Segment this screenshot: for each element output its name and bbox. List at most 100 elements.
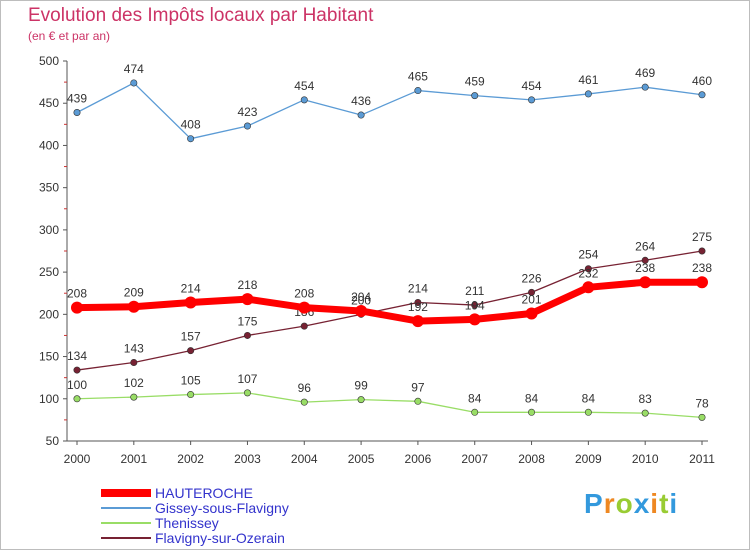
x-tick-label: 2003	[234, 452, 261, 466]
data-label-flavigny-sur-ozerain: 134	[67, 349, 87, 363]
data-point-gissey-sous-flavigny	[584, 90, 592, 98]
data-label-flavigny-sur-ozerain: 157	[181, 330, 201, 344]
data-point-thenissey	[243, 389, 251, 397]
data-point-thenissey	[73, 395, 81, 403]
data-point-gissey-sous-flavigny	[300, 96, 308, 104]
y-tick-label: 350	[39, 181, 59, 195]
data-point-hauteroche	[525, 307, 538, 320]
data-label-hauteroche: 238	[635, 261, 655, 275]
x-tick-label: 2002	[177, 452, 204, 466]
data-label-thenissey: 84	[468, 391, 482, 405]
y-tick-label: 250	[39, 265, 59, 279]
data-label-hauteroche: 201	[522, 292, 542, 306]
data-point-gissey-sous-flavigny	[357, 111, 365, 119]
data-label-flavigny-sur-ozerain: 143	[124, 341, 144, 355]
chart-title: Evolution des Impôts locaux par Habitant	[28, 5, 374, 26]
data-label-hauteroche: 208	[67, 287, 87, 301]
data-point-flavigny-sur-ozerain	[698, 247, 706, 255]
data-label-hauteroche: 204	[351, 290, 371, 304]
data-point-thenissey	[414, 397, 422, 405]
data-label-gissey-sous-flavigny: 474	[124, 62, 144, 76]
data-point-gissey-sous-flavigny	[641, 83, 649, 91]
series-line-flavigny-sur-ozerain	[76, 250, 703, 371]
logo-letter: i	[669, 488, 679, 519]
data-label-thenissey: 84	[582, 391, 596, 405]
data-point-flavigny-sur-ozerain	[187, 347, 195, 355]
data-point-gissey-sous-flavigny	[698, 91, 706, 99]
x-tick-label: 2009	[575, 452, 602, 466]
data-point-hauteroche	[639, 276, 652, 289]
data-label-flavigny-sur-ozerain: 211	[465, 284, 484, 298]
series-line-gissey-sous-flavigny	[76, 82, 703, 140]
data-label-gissey-sous-flavigny: 423	[237, 105, 257, 119]
data-point-flavigny-sur-ozerain	[300, 322, 308, 330]
x-tick-label: 2008	[518, 452, 545, 466]
data-label-gissey-sous-flavigny: 459	[465, 75, 485, 89]
data-label-hauteroche: 192	[408, 300, 428, 314]
legend-swatch-gissey	[101, 507, 151, 509]
legend-swatch-flavigny	[101, 537, 151, 539]
logo-letter: o	[615, 488, 634, 519]
data-point-hauteroche	[184, 296, 197, 309]
x-tick-label: 2006	[405, 452, 432, 466]
data-label-gissey-sous-flavigny: 436	[351, 94, 371, 108]
data-point-thenissey	[300, 398, 308, 406]
x-tick-label: 2001	[120, 452, 147, 466]
y-tick-label: 150	[39, 350, 59, 364]
data-point-flavigny-sur-ozerain	[243, 331, 251, 339]
data-point-hauteroche	[71, 301, 83, 314]
data-label-thenissey: 84	[525, 391, 539, 405]
data-point-hauteroche	[411, 315, 424, 328]
data-point-gissey-sous-flavigny	[528, 96, 536, 104]
data-label-thenissey: 96	[298, 381, 312, 395]
proxiti-logo: Proxiti	[584, 488, 678, 520]
data-label-thenissey: 83	[639, 392, 653, 406]
x-tick-label: 2000	[64, 452, 91, 466]
y-tick-label: 500	[39, 54, 59, 68]
logo-letter: x	[633, 488, 651, 519]
y-tick-label: 200	[39, 307, 59, 321]
data-point-flavigny-sur-ozerain	[584, 265, 592, 273]
data-point-thenissey	[130, 393, 138, 401]
x-tick-label: 2007	[461, 452, 488, 466]
data-point-flavigny-sur-ozerain	[528, 288, 536, 296]
data-point-hauteroche	[298, 301, 311, 314]
data-point-hauteroche	[127, 300, 140, 313]
data-point-hauteroche	[582, 281, 595, 294]
chart-subtitle: (en € et par an)	[28, 29, 111, 43]
data-label-gissey-sous-flavigny: 461	[578, 73, 598, 87]
data-point-gissey-sous-flavigny	[243, 122, 251, 130]
data-point-flavigny-sur-ozerain	[471, 301, 479, 309]
data-point-gissey-sous-flavigny	[130, 79, 138, 87]
legend-label-gissey: Gissey-sous-Flavigny	[155, 500, 289, 516]
x-tick-label: 2004	[291, 452, 318, 466]
data-label-hauteroche: 209	[124, 286, 144, 300]
y-tick-label: 450	[39, 96, 59, 110]
data-point-thenissey	[641, 409, 649, 417]
logo-letter: r	[603, 488, 616, 519]
data-point-gissey-sous-flavigny	[73, 109, 81, 117]
data-label-thenissey: 99	[354, 379, 368, 393]
data-label-thenissey: 105	[181, 374, 201, 388]
y-tick-label: 50	[46, 434, 60, 448]
x-tick-label: 2011	[689, 452, 715, 466]
legend-swatch-thenissey	[101, 522, 151, 524]
y-tick-label: 100	[39, 392, 59, 406]
data-label-thenissey: 107	[237, 372, 257, 386]
legend-label-hauteroche: HAUTEROCHE	[155, 485, 254, 501]
data-point-gissey-sous-flavigny	[414, 87, 422, 95]
data-label-hauteroche: 218	[237, 278, 257, 292]
data-label-flavigny-sur-ozerain: 175	[237, 314, 257, 328]
series-line-thenissey	[76, 392, 703, 419]
data-label-flavigny-sur-ozerain: 254	[578, 248, 598, 262]
data-label-hauteroche: 194	[465, 298, 485, 312]
data-point-hauteroche	[241, 293, 254, 306]
data-label-gissey-sous-flavigny: 465	[408, 70, 428, 84]
data-point-flavigny-sur-ozerain	[414, 299, 422, 307]
data-point-thenissey	[528, 408, 536, 416]
legend-label-thenissey: Thenissey	[155, 515, 219, 531]
x-tick-label: 2005	[348, 452, 375, 466]
data-label-thenissey: 102	[124, 376, 144, 390]
data-point-thenissey	[187, 391, 195, 399]
